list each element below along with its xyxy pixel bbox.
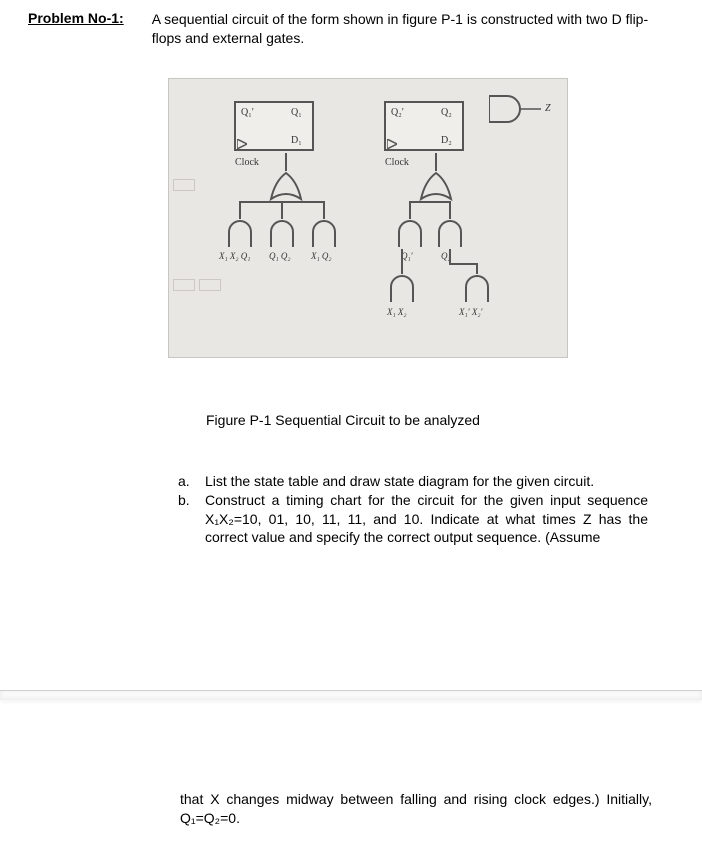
or-gate-d2 — [419, 171, 453, 201]
or-gate-d1 — [269, 171, 303, 201]
question-letter: b. — [178, 491, 193, 548]
continued-text: that X changes midway between falling an… — [180, 790, 652, 828]
clock-triangle-icon — [387, 139, 397, 149]
wire — [449, 201, 451, 219]
label-clock2: Clock — [385, 157, 409, 168]
figure-caption: Figure P-1 Sequential Circuit to be anal… — [206, 412, 608, 428]
problem-text: A sequential circuit of the form shown i… — [152, 10, 674, 48]
gate-input-label: X₁′ X₂′ — [459, 307, 482, 317]
label-q1: Q₁ — [291, 107, 302, 118]
and-gate — [389, 274, 415, 302]
and-gate — [269, 219, 295, 247]
bg-block — [199, 279, 221, 291]
figure-container: Q₁′ Q₁ D₁ Clock Q₂′ Q₂ D₂ Clock Z — [168, 78, 608, 428]
output-and-gate — [489, 94, 549, 124]
wire — [409, 201, 451, 203]
wire — [476, 263, 478, 274]
gate-input-label: Q₁ Q₂ — [269, 251, 291, 261]
label-z: Z — [545, 103, 551, 114]
bg-block — [173, 279, 195, 291]
wire — [239, 201, 241, 219]
label-d2: D₂ — [441, 135, 452, 146]
question-a: a. List the state table and draw state d… — [178, 472, 648, 491]
wire — [449, 263, 477, 265]
and-gate — [464, 274, 490, 302]
question-list: a. List the state table and draw state d… — [178, 472, 674, 548]
wire — [323, 201, 325, 219]
question-b: b. Construct a timing chart for the circ… — [178, 491, 648, 548]
gate-input-label: X₁ X₂ Q₁ — [219, 251, 250, 261]
and-gate — [437, 219, 463, 247]
gate-input-label: X₁ X₂ — [387, 307, 407, 317]
problem-header: Problem No-1: A sequential circuit of th… — [28, 10, 674, 48]
label-d1: D₁ — [291, 135, 302, 146]
and-gate — [311, 219, 337, 247]
question-letter: a. — [178, 472, 193, 491]
label-q2bar: Q₂′ — [391, 107, 404, 118]
page-break — [0, 690, 702, 700]
wire — [409, 201, 411, 219]
question-text: Construct a timing chart for the circuit… — [205, 491, 648, 548]
wire — [281, 201, 283, 219]
label-q1bar: Q₁′ — [241, 107, 254, 118]
wire — [435, 153, 437, 171]
and-gate — [227, 219, 253, 247]
wire — [285, 153, 287, 171]
clock-triangle-icon — [237, 139, 247, 149]
wire — [239, 201, 325, 203]
label-clock1: Clock — [235, 157, 259, 168]
and-gate — [397, 219, 423, 247]
wire — [401, 249, 403, 274]
bg-block — [173, 179, 195, 191]
problem-label: Problem No-1: — [28, 10, 124, 26]
label-q2: Q₂ — [441, 107, 452, 118]
gate-input-label: X₁ Q₂ — [311, 251, 332, 261]
wire — [449, 249, 451, 263]
circuit-diagram: Q₁′ Q₁ D₁ Clock Q₂′ Q₂ D₂ Clock Z — [168, 78, 568, 358]
question-text: List the state table and draw state diag… — [205, 472, 594, 491]
